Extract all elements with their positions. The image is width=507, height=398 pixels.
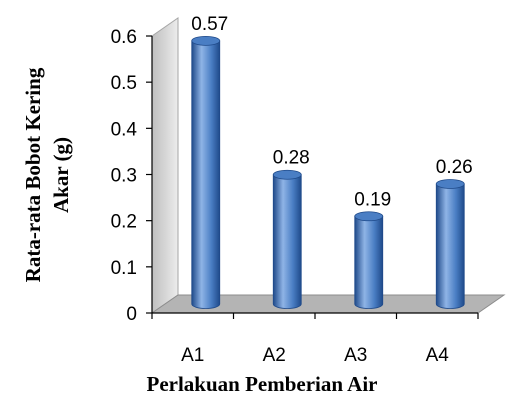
data-label: 0.28 bbox=[273, 148, 310, 169]
x-axis-title: Perlakuan Pemberian Air bbox=[147, 372, 378, 396]
y-tick-label: 0 bbox=[126, 304, 137, 325]
bar-top bbox=[435, 179, 465, 189]
y-axis-title-line2: Akar (g) bbox=[49, 137, 73, 213]
bar-body bbox=[435, 183, 465, 309]
x-tick-label: A4 bbox=[426, 345, 450, 366]
bar-group bbox=[191, 35, 465, 309]
x-tick-label: A1 bbox=[181, 345, 204, 366]
y-tick-label: 0.1 bbox=[111, 258, 137, 279]
bar-top bbox=[354, 211, 384, 222]
data-label: 0.19 bbox=[354, 189, 391, 210]
bar-A3 bbox=[354, 211, 384, 309]
data-label: 0.57 bbox=[191, 14, 228, 35]
y-tick-label: 0.6 bbox=[111, 27, 137, 48]
bar-body bbox=[272, 174, 302, 309]
data-label: 0.26 bbox=[436, 157, 473, 178]
bar-top bbox=[272, 169, 302, 180]
y-tick-label: 0.3 bbox=[111, 166, 137, 187]
bar-body bbox=[191, 40, 221, 309]
data-label-group: 0.57 0.28 0.19 0.26 bbox=[191, 14, 472, 210]
bar-top bbox=[191, 35, 221, 46]
y-axis-title-line1: Rata-rata Bobot Kering bbox=[21, 67, 45, 282]
chart-side-wall bbox=[151, 17, 179, 314]
y-tick-label: 0.5 bbox=[111, 73, 137, 94]
bar-body bbox=[354, 215, 384, 309]
bar-A2 bbox=[272, 169, 302, 309]
bar-A4 bbox=[435, 179, 465, 309]
y-tick-label: 0.4 bbox=[111, 119, 138, 140]
x-tick-label: A2 bbox=[263, 345, 286, 366]
y-tick-label: 0.2 bbox=[111, 212, 137, 233]
x-tick-group: A1 A2 A3 A4 bbox=[151, 313, 479, 366]
y-tick-group: 0 0.1 0.2 0.3 0.4 0.5 0.6 bbox=[111, 27, 152, 325]
x-tick-label: A3 bbox=[344, 345, 367, 366]
bar-A1 bbox=[191, 35, 221, 309]
